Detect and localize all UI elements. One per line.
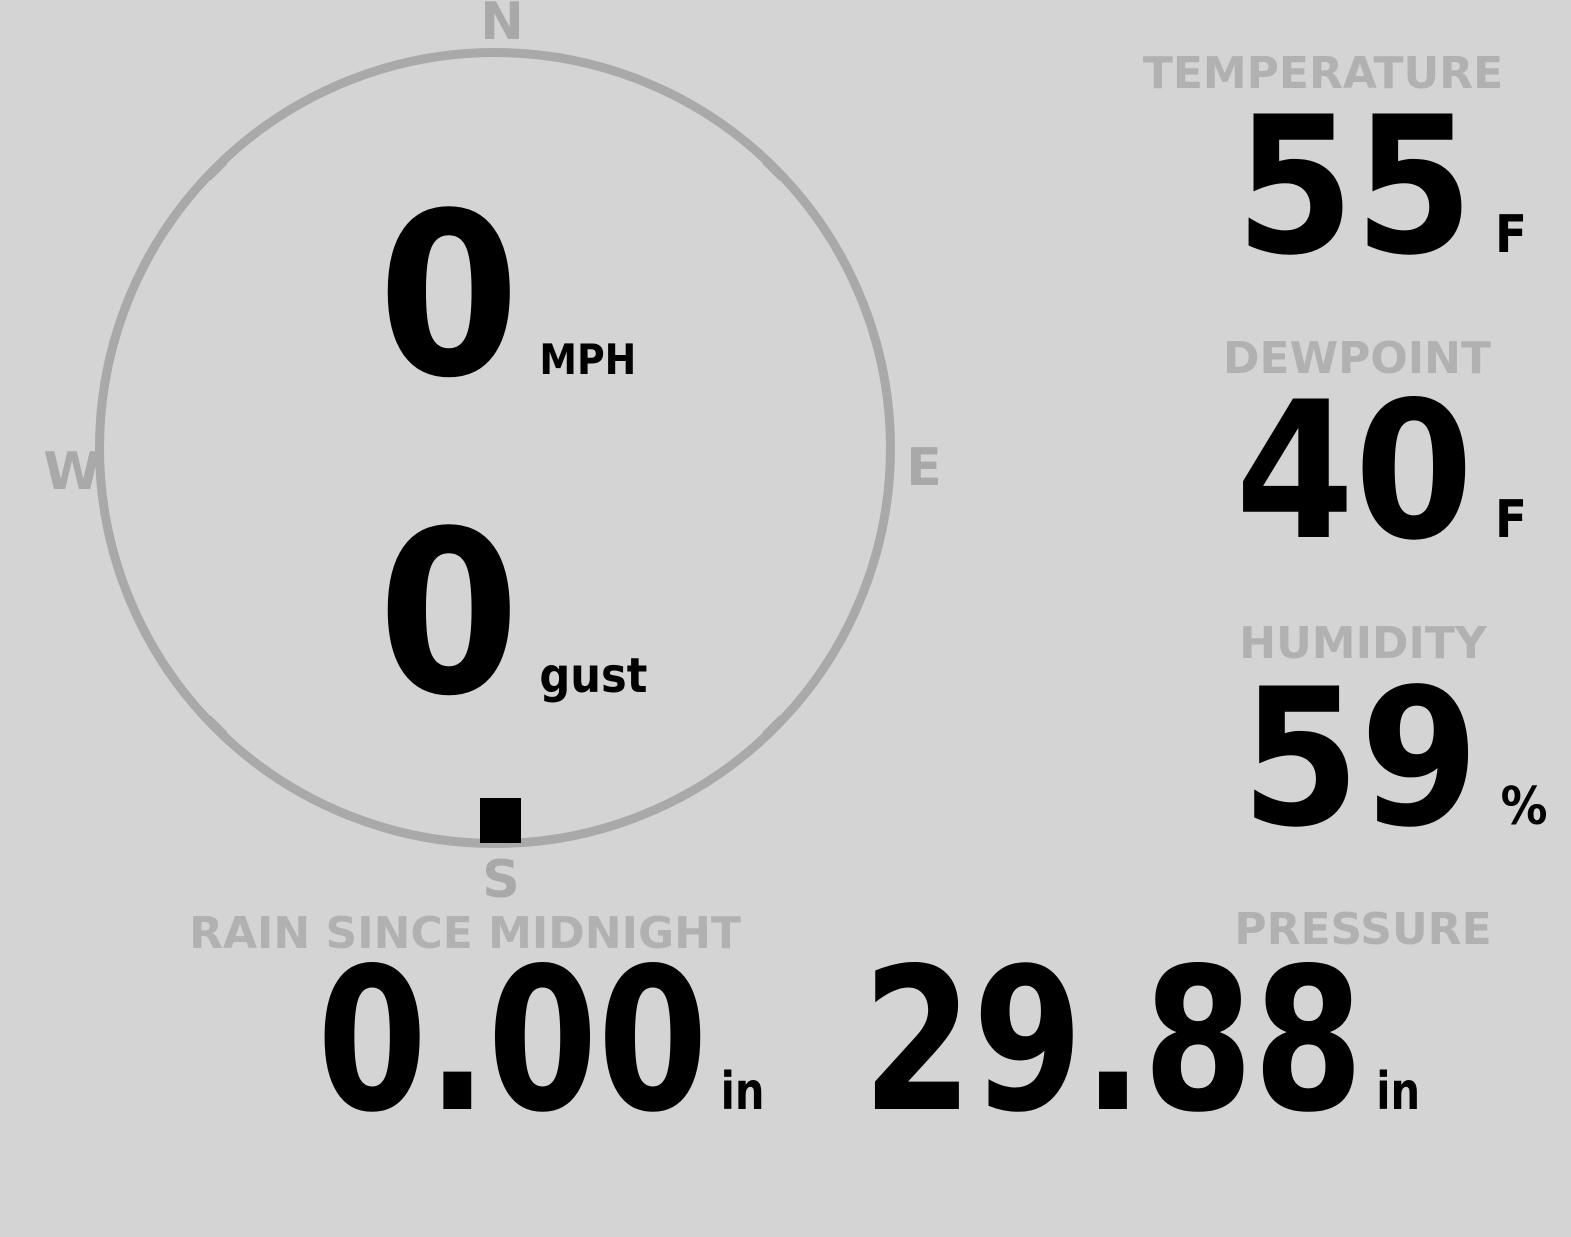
humidity-reading: 59 % xyxy=(1242,664,1548,854)
compass-cardinal-east: E xyxy=(906,438,942,498)
dewpoint-unit: F xyxy=(1495,490,1527,550)
wind-speed: 0 MPH xyxy=(378,184,636,410)
dewpoint-label: DEWPOINT xyxy=(1223,333,1491,384)
humidity-label: HUMIDITY xyxy=(1239,618,1487,669)
pressure-reading: 29.88 in xyxy=(862,942,1420,1140)
pressure-value: 29.88 xyxy=(862,925,1364,1156)
pressure-unit: in xyxy=(1376,1062,1420,1122)
wind-gust-unit: gust xyxy=(539,648,648,704)
temperature-reading: 55 F xyxy=(1235,92,1527,282)
humidity-unit: % xyxy=(1501,777,1548,837)
wind-speed-unit: MPH xyxy=(539,335,637,384)
compass-cardinal-west: W xyxy=(43,442,101,502)
wind-gust-value: 0 xyxy=(378,483,520,746)
temperature-value: 55 xyxy=(1235,76,1474,297)
temperature-unit: F xyxy=(1495,205,1527,265)
compass-circle xyxy=(95,48,895,848)
temperature-label: TEMPERATURE xyxy=(1142,48,1504,99)
wind-direction-marker xyxy=(480,798,521,843)
rain-value: 0.00 xyxy=(317,925,708,1156)
rain-reading: 0.00 in xyxy=(317,942,765,1140)
wind-gust: 0 gust xyxy=(378,502,647,728)
dewpoint-reading: 40 F xyxy=(1235,377,1527,567)
rain-unit: in xyxy=(720,1062,765,1122)
compass-cardinal-south: S xyxy=(482,850,520,910)
compass-cardinal-north: N xyxy=(480,0,524,52)
pressure-label: PRESSURE xyxy=(1234,904,1492,955)
dewpoint-value: 40 xyxy=(1235,361,1474,582)
humidity-value: 59 xyxy=(1241,648,1480,869)
rain-label: RAIN SINCE MIDNIGHT xyxy=(189,908,741,959)
wind-speed-value: 0 xyxy=(378,165,520,428)
